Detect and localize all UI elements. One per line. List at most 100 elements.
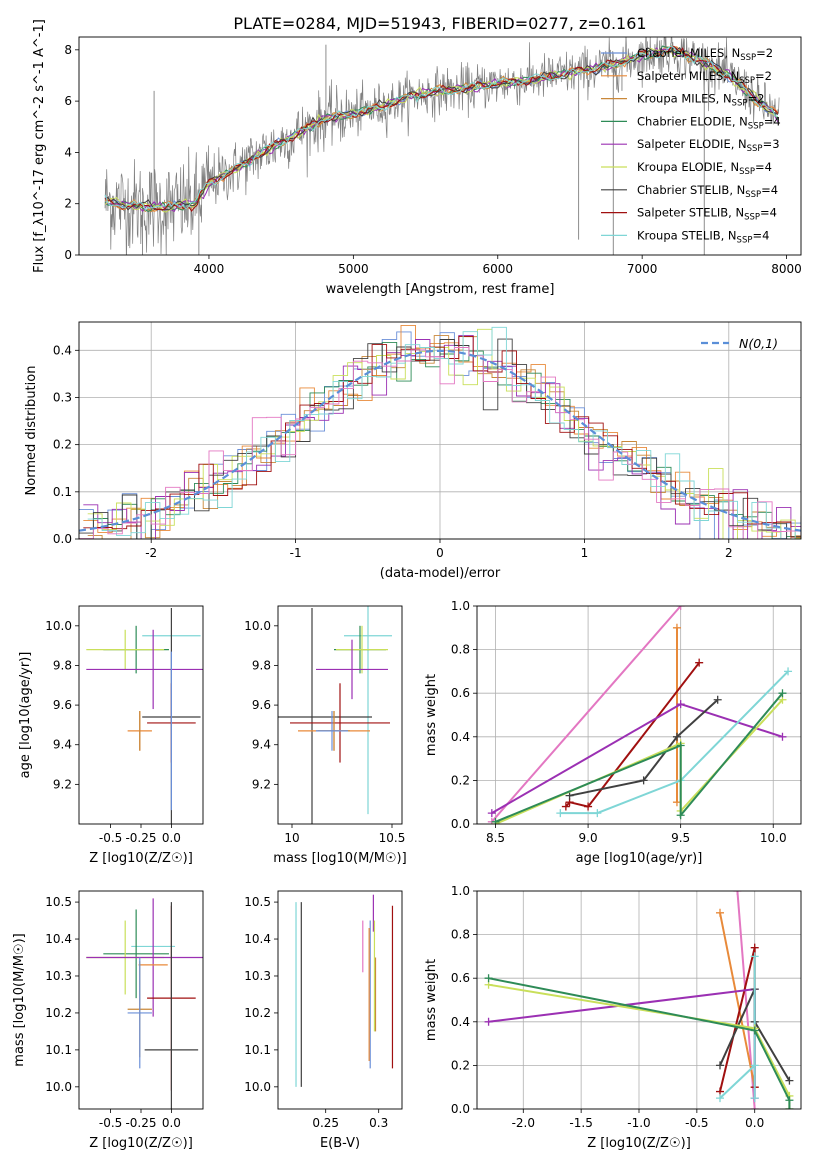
legend-text: Salpeter STELIB, N (637, 206, 744, 220)
y-tick-label: 9.8 (252, 658, 271, 672)
legend-label-se: Salpeter ELODIE, NSSP=3 (637, 137, 780, 154)
weight-marker-ks (750, 1094, 759, 1103)
y-tick-label: 9.6 (252, 698, 271, 712)
x-tick-label: -0.5 (99, 831, 122, 845)
y-axis-label: Flux [f_λ10^-17 erg cm^-2 s^-1 A^-1] (32, 19, 47, 273)
age-vs-mass-panel: 10 10.5 9.2 9.4 9.6 9.8 10.0 mass [log10(M/M☉)] (244, 605, 407, 866)
weight-marker-cs (639, 776, 648, 785)
weight-line-ss (565, 662, 700, 808)
weight-marker-ks (716, 1094, 724, 1103)
weight-marker-sm (672, 798, 681, 807)
x-axis-label: Z [log10(Z/Z☉)] (89, 851, 193, 866)
y-tick-label: 9.2 (252, 777, 271, 791)
x-axis-label: Z [log10(Z/Z☉)] (89, 1136, 193, 1151)
weight-marker-ss (584, 802, 593, 811)
axes-frame (78, 605, 204, 825)
legend-label-km: Kroupa MILES, NSSP=2 (637, 92, 764, 109)
weight-marker-ss (750, 943, 759, 952)
weight-line-pink (491, 606, 682, 823)
x-tick-label: -1 (290, 546, 302, 560)
histogram-ss (83, 335, 801, 538)
y-tick-label: 10.4 (244, 932, 271, 946)
weight-line-ce (488, 977, 791, 1109)
observed-spectrum-line (104, 37, 780, 255)
weight-marker-ks (784, 667, 793, 676)
legend-text: Chabrier ELODIE, N (637, 114, 748, 128)
x-axis-label: E(B-V) (320, 1136, 360, 1151)
weight-marker-se (676, 700, 685, 709)
weight-marker-ss (695, 658, 704, 667)
y-axis-label: mass weight (424, 959, 439, 1041)
y-tick-label: 0.2 (451, 1058, 470, 1072)
y-tick-label: 9.2 (53, 777, 72, 791)
x-tick-label: 7000 (627, 262, 658, 276)
x-tick-label: 0.0 (162, 1116, 181, 1130)
legend-label-ks: Kroupa STELIB, NSSP=4 (637, 228, 769, 245)
axes-frame (277, 605, 403, 825)
spectrum-marks (104, 37, 780, 255)
legend-tail: =2 (755, 69, 772, 83)
x-tick-label: -0.5 (685, 1116, 708, 1130)
y-tick-label: 10.2 (45, 1006, 72, 1020)
x-tick-label: 0.25 (312, 1116, 339, 1130)
y-tick-label: 10.1 (45, 1043, 72, 1057)
legend-text: Kroupa STELIB, N (637, 228, 737, 242)
residuals-panel: -2 -1 0 1 2 0.0 0.1 0.2 0.3 0.4 (data-model)/error… (24, 321, 802, 581)
x-tick-label: 0.3 (369, 1116, 388, 1130)
x-axis-label: Z [log10(Z/Z☉)] (587, 1136, 691, 1151)
x-axis-label: mass [log10(M/M☉)] (273, 851, 406, 866)
weight-vs-z-panel: -2.0 -1.5 -1.0 -0.5 0.0 0.0 0.2 0.4 0.6 0.8 1.0 Z [… (424, 884, 802, 1151)
weight-marker-ce (750, 1026, 759, 1035)
y-tick-label: 9.6 (53, 698, 72, 712)
histogram-cs (79, 338, 801, 539)
weight-marker-se (487, 809, 496, 818)
weight-marker-ss (561, 802, 570, 811)
x-tick-label: 9.5 (671, 831, 690, 845)
mass-vs-z-marks (86, 898, 203, 1109)
y-tick-label: 9.4 (53, 738, 72, 752)
weight-vs-age-panel: 8.5 9.0 9.5 10.0 0.0 0.2 0.4 0.6 0.8 1.0 age [log1… (424, 599, 802, 866)
x-tick-label: 10 (284, 831, 299, 845)
weight-marker-ce (785, 1105, 794, 1109)
spectrum-panel: 4000 5000 6000 7000 8000 0 2 4 6 8 wavelength [Ang… (32, 19, 802, 297)
x-tick-label: -2 (145, 546, 157, 560)
y-tick-label: 10.0 (244, 619, 271, 633)
x-tick-label: -2.0 (512, 1116, 535, 1130)
weight-line-se (488, 987, 756, 1099)
weight-marker-sm (716, 908, 724, 917)
weight-line-sm (719, 912, 756, 1088)
model-se-line (104, 47, 779, 213)
y-tick-label: 0.2 (53, 438, 72, 452)
weight-marker-ks (556, 809, 565, 818)
histogram-ke (87, 328, 801, 539)
histogram-legend: N(0,1) (701, 336, 778, 351)
age-vs-z-panel: -0.5 -0.25 0.0 9.2 9.4 9.6 9.8 10.0 Z [log10(Z/Z… (18, 605, 204, 866)
y-tick-label: 10.1 (244, 1043, 271, 1057)
legend-tail: =2 (756, 46, 773, 60)
x-tick-label: 10.0 (760, 831, 787, 845)
weight-marker-ks (750, 1061, 759, 1070)
legend-tail: =4 (760, 206, 777, 220)
x-tick-label: 5000 (338, 262, 369, 276)
legend-text: Chabrier STELIB, N (637, 183, 745, 197)
weight-line-cs (569, 698, 719, 797)
weight-marker-se (484, 1017, 493, 1026)
x-tick-label: 8000 (771, 262, 802, 276)
legend-tail: =4 (764, 114, 781, 128)
y-tick-label: 10.0 (45, 619, 72, 633)
mass-vs-ebv-panel: 0.25 0.3 10.0 10.1 10.2 10.3 10.4 10.5 E(B-V) (244, 890, 403, 1151)
weight-vs-age-marks (487, 606, 793, 824)
normal-curve (79, 349, 801, 532)
weight-marker-pink (733, 891, 742, 895)
axes-frame (78, 36, 802, 256)
legend-sub: SSP (739, 76, 755, 86)
weight-line-ce (495, 692, 784, 823)
legend-sub: SSP (740, 53, 756, 63)
x-tick-label: -0.25 (125, 1116, 156, 1130)
y-tick-label: 0.4 (451, 1015, 470, 1029)
histogram-pink (79, 347, 801, 539)
weight-marker-ce (491, 817, 500, 824)
y-tick-label: 0.8 (451, 643, 470, 657)
y-tick-label: 10.3 (244, 969, 271, 983)
